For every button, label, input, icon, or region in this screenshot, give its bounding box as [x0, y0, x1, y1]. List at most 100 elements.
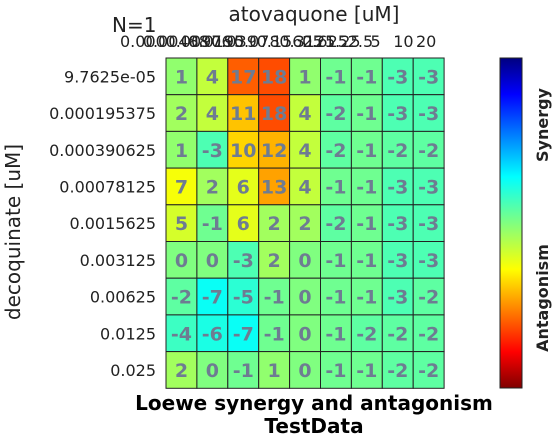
cell-value-label: 2 — [268, 213, 281, 235]
cell-value-label: 1 — [268, 360, 281, 382]
cell-value-label: 11 — [230, 103, 256, 125]
cell-value-label: -1 — [356, 250, 377, 272]
cell-value-label: -2 — [171, 287, 192, 309]
heatmap-cell — [227, 241, 260, 279]
heatmap-cell — [289, 94, 322, 132]
heatmap-cell — [350, 241, 383, 279]
cell-value-label: -2 — [418, 323, 439, 345]
heatmap-cell — [196, 130, 229, 169]
heatmap-cell — [289, 314, 322, 353]
x-tick-label: 0.625 — [302, 32, 348, 51]
cell-value-label: 6 — [237, 176, 250, 198]
cell-value-label: 17 — [230, 66, 256, 88]
heatmap-cell — [320, 241, 352, 279]
cell-value-label: -7 — [233, 323, 254, 345]
cell-value-label: 0 — [206, 360, 219, 382]
cell-value-label: -1 — [356, 103, 377, 125]
heatmap-cells: 1 4 17 18 1 -1 -1 -3 -32 4 11 18 4 -2 -1 -3 -31 -3 10 12 4 -2… — [165, 57, 445, 389]
x-tick-label: 0.078 — [234, 32, 280, 51]
cell-value-label: 4 — [206, 66, 219, 88]
cell-value-label: 0 — [298, 250, 311, 272]
cell-value-label: 4 — [298, 140, 311, 162]
x-axis-title: atovaquone [uM] — [229, 2, 400, 26]
heatmap-cell — [412, 57, 445, 96]
cell-value-label: 0 — [298, 287, 311, 309]
cell-value-label: -3 — [418, 250, 439, 272]
heatmap-cell — [350, 57, 383, 96]
heatmap-cell — [320, 94, 352, 132]
cell-value-label: 2 — [268, 250, 281, 272]
cell-value-label: -1 — [264, 323, 285, 345]
cell-value-label: -2 — [356, 323, 377, 345]
heatmap-cell — [258, 130, 291, 169]
cell-value-label: -6 — [202, 323, 223, 345]
heatmap-cell — [320, 351, 352, 389]
cell-value-label: 18 — [261, 66, 287, 88]
cell-value-label: -1 — [233, 360, 254, 382]
heatmap-cell — [289, 241, 322, 279]
cell-value-label: -2 — [387, 360, 408, 382]
heatmap-cell — [165, 277, 198, 316]
cell-value-label: -2 — [325, 140, 346, 162]
cell-value-label: -3 — [418, 66, 439, 88]
x-tick-labels: 0.0000.004880.009760.01950.0390.0780.156… — [120, 32, 436, 51]
chart-subtitle-line1: Loewe synergy and antagonism — [135, 391, 493, 415]
y-tick-label: 0.00625 — [90, 288, 156, 307]
cell-value-label: 1 — [175, 140, 188, 162]
cell-value-label: -3 — [418, 213, 439, 235]
x-tick-label: 10 — [393, 32, 413, 51]
heatmap-cell — [412, 351, 445, 389]
cell-value-label: -1 — [356, 66, 377, 88]
cell-value-label: 2 — [175, 103, 188, 125]
cell-value-label: 4 — [298, 103, 311, 125]
y-tick-label: 0.003125 — [80, 251, 156, 270]
x-tick-label: 1.25 — [325, 32, 361, 51]
y-tick-label: 0.025 — [110, 361, 156, 380]
heatmap-cell — [412, 130, 445, 169]
cell-value-label: 10 — [230, 140, 256, 162]
cell-value-label: 0 — [175, 250, 188, 272]
cell-value-label: -2 — [325, 103, 346, 125]
heatmap-cell — [320, 167, 352, 206]
heatmap-cell — [196, 94, 229, 132]
heatmap-cell — [227, 130, 260, 169]
cell-value-label: -3 — [387, 287, 408, 309]
cell-value-label: -3 — [387, 213, 408, 235]
heatmap-cell — [412, 277, 445, 316]
cell-value-label: -1 — [356, 287, 377, 309]
x-tick-label: 0.000 — [120, 32, 166, 51]
cell-value-label: 2 — [298, 213, 311, 235]
y-tick-label: 0.0015625 — [69, 214, 156, 233]
heatmap-cell — [258, 277, 291, 316]
y-tick-label: 0.00078125 — [59, 177, 156, 196]
y-tick-labels: 9.7625e-05 0.000195375 0.000390625 0.000781… — [49, 67, 156, 380]
cell-value-label: 7 — [175, 176, 188, 198]
heatmap-cell — [227, 351, 260, 389]
heatmap-cell — [165, 94, 198, 132]
heatmap-cell — [350, 167, 383, 206]
cell-value-label: 5 — [175, 213, 188, 235]
heatmap-cell — [289, 277, 322, 316]
cell-value-label: -3 — [418, 176, 439, 198]
cell-value-label: -1 — [325, 323, 346, 345]
heatmap-cell — [165, 351, 198, 389]
cell-value-label: 12 — [261, 140, 287, 162]
cell-value-label: 2 — [175, 360, 188, 382]
heatmap-cell — [412, 241, 445, 279]
cell-value-label: -3 — [233, 250, 254, 272]
heatmap-cell — [258, 351, 291, 389]
y-tick-label: 9.7625e-05 — [64, 67, 156, 86]
cell-value-label: 1 — [175, 66, 188, 88]
cell-value-label: -1 — [325, 176, 346, 198]
heatmap-cell — [350, 277, 383, 316]
cell-value-label: -2 — [325, 213, 346, 235]
heatmap-cell — [381, 204, 414, 243]
cell-value-label: 0 — [206, 250, 219, 272]
colorbar-synergy-label: Synergy — [533, 87, 552, 162]
heatmap-cell — [196, 351, 229, 389]
heatmap-cell — [258, 241, 291, 279]
cell-value-label: -1 — [325, 360, 346, 382]
cell-value-label: -3 — [418, 103, 439, 125]
cell-value-label: -2 — [387, 140, 408, 162]
heatmap-cell — [165, 241, 198, 279]
